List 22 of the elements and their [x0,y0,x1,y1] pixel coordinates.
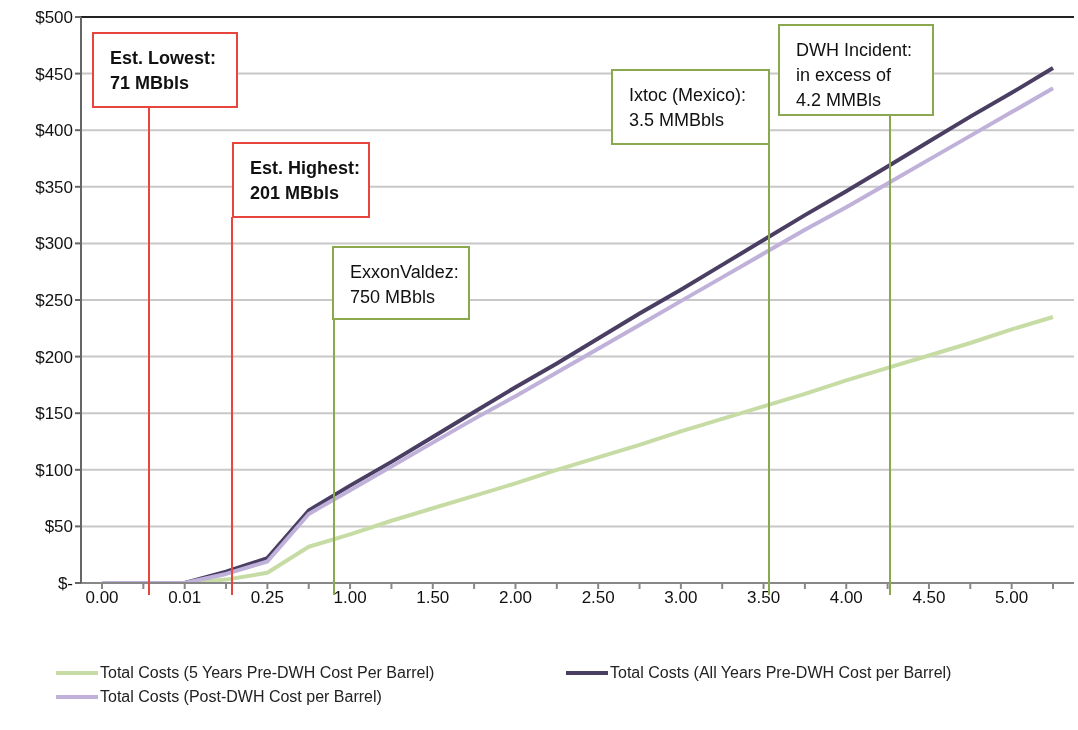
x-tick-label: 5.00 [995,588,1029,608]
x-tick-label: 0.25 [250,588,284,608]
y-tick-label: $350 [35,177,73,197]
y-tick-label: $300 [35,234,73,254]
y-tick-label: $- [57,574,73,594]
legend-label: Total Costs (5 Years Pre-DWH Cost Per Barrel) [100,664,435,682]
y-tick-label: $500 [35,8,73,28]
annotation: Est. Lowest: 71 MBbls [92,32,238,108]
annotation: ExxonValdez: 750 MBbls [332,246,470,320]
legend-label: Total Costs (All Years Pre-DWH Cost per Barrel) [610,664,952,682]
y-tick-label: $150 [35,404,73,424]
annotation: Ixtoc (Mexico): 3.5 MMBbls [611,69,770,145]
y-tick-label: $250 [35,291,73,311]
annotation: Est. Highest: 201 MBbls [232,142,370,218]
x-tick-label: 2.00 [498,588,533,608]
y-tick-label: $100 [35,460,73,480]
y-tick-label: $400 [35,121,73,141]
y-tick-label: $200 [35,347,73,367]
y-tick-label: $50 [44,517,73,537]
legend-label: Total Costs (Post-DWH Cost per Barrel) [100,688,382,706]
annotation: DWH Incident: in excess of 4.2 MMBls [778,24,934,116]
y-tick-label: $450 [35,64,73,84]
